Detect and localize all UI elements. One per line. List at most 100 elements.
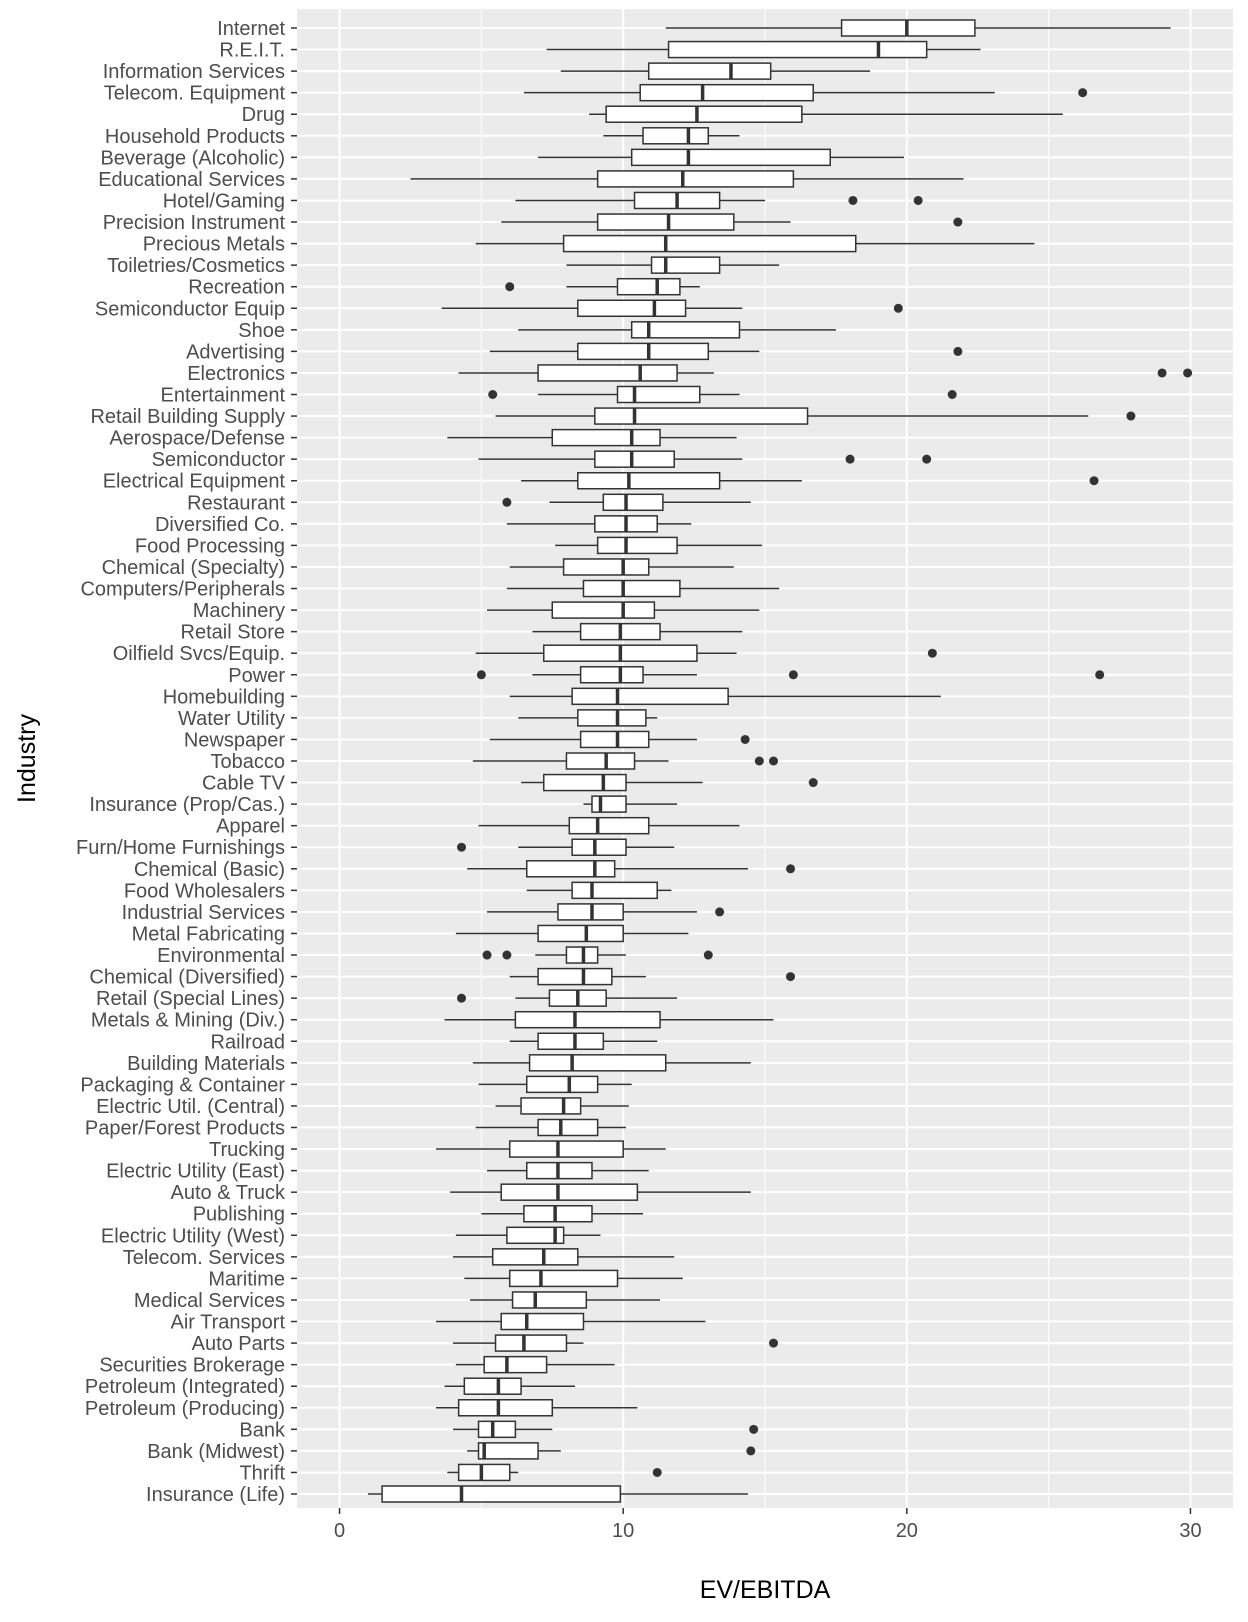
outlier-point xyxy=(457,993,467,1003)
box-45 xyxy=(457,989,678,1007)
box-iqr xyxy=(577,471,721,490)
box-iqr xyxy=(639,83,814,102)
box-iqr xyxy=(551,601,656,619)
box-iqr xyxy=(491,1248,579,1266)
box-iqr xyxy=(543,773,627,792)
y-tick-label: Petroleum (Integrated) xyxy=(85,1376,285,1398)
y-tick-label: Newspaper xyxy=(184,729,286,751)
outlier-point xyxy=(652,1467,662,1477)
y-tick-label: Semiconductor Equip xyxy=(95,298,285,320)
box-iqr xyxy=(537,1032,605,1051)
box-iqr xyxy=(562,234,857,253)
box-iqr xyxy=(596,213,735,231)
y-tick-label: Securities Brokerage xyxy=(99,1355,285,1377)
outlier-point xyxy=(769,1338,779,1348)
y-tick-label: Insurance (Life) xyxy=(146,1484,285,1506)
box-iqr xyxy=(508,1269,619,1288)
box-43 xyxy=(482,946,713,964)
y-tick-label: Packaging & Container xyxy=(80,1074,285,1096)
box-30 xyxy=(476,666,1105,684)
y-tick-label: Chemical (Diversified) xyxy=(89,967,285,989)
y-tick-label: Machinery xyxy=(193,600,285,622)
box-36 xyxy=(583,795,678,813)
box-2 xyxy=(560,62,870,80)
y-tick-label: Metal Fabricating xyxy=(132,923,285,945)
box-40 xyxy=(526,881,672,900)
y-tick-label: Electronics xyxy=(187,363,285,385)
box-iqr xyxy=(579,666,644,684)
outlier-point xyxy=(1095,670,1105,680)
box-11 xyxy=(566,256,780,274)
y-tick-label: Auto Parts xyxy=(192,1333,285,1355)
y-tick-label: Toiletries/Cosmetics xyxy=(107,255,285,277)
box-15 xyxy=(489,342,963,361)
box-65 xyxy=(453,1420,759,1439)
outlier-point xyxy=(848,195,858,205)
box-61 xyxy=(453,1334,779,1352)
box-0 xyxy=(665,19,1171,37)
y-tick-label: Restaurant xyxy=(187,492,285,514)
box-42 xyxy=(455,924,689,943)
box-iqr xyxy=(562,558,650,576)
outlier-point xyxy=(1078,88,1088,98)
box-iqr xyxy=(579,730,650,749)
x-tick-label: 30 xyxy=(1179,1520,1201,1542)
y-tick-label: Petroleum (Producing) xyxy=(85,1398,285,1420)
box-iqr xyxy=(616,277,681,296)
y-tick-label: Diversified Co. xyxy=(155,514,285,536)
box-57 xyxy=(453,1248,675,1266)
box-iqr xyxy=(523,1204,593,1223)
y-tick-label: Industrial Services xyxy=(122,902,285,924)
y-tick-label: Computers/Peripherals xyxy=(80,579,285,601)
y-tick-label: Trucking xyxy=(209,1139,285,1161)
outlier-point xyxy=(845,454,855,464)
box-26 xyxy=(506,579,780,598)
box-63 xyxy=(444,1377,575,1395)
y-tick-label: Furn/Home Furnishings xyxy=(76,837,285,859)
box-50 xyxy=(495,1097,629,1115)
box-35 xyxy=(521,773,818,792)
box-iqr xyxy=(528,1054,667,1072)
box-iqr xyxy=(537,967,613,986)
box-8 xyxy=(515,191,923,210)
box-iqr xyxy=(630,148,831,167)
box-iqr xyxy=(568,816,650,835)
box-41 xyxy=(487,903,725,921)
outlier-point xyxy=(1183,368,1193,378)
y-tick-label: Paper/Forest Products xyxy=(85,1118,285,1140)
outlier-point xyxy=(953,346,963,356)
y-tick-label: Food Processing xyxy=(135,535,285,557)
outlier-point xyxy=(703,950,713,960)
box-55 xyxy=(481,1204,644,1223)
box-iqr xyxy=(457,1399,554,1417)
box-iqr xyxy=(551,428,661,447)
y-tick-label: Apparel xyxy=(216,816,285,838)
box-iqr xyxy=(511,1291,588,1309)
outlier-point xyxy=(476,670,486,680)
y-tick-label: Drug xyxy=(242,104,285,126)
outlier-point xyxy=(505,282,515,292)
y-tick-label: Maritime xyxy=(208,1268,285,1290)
box-iqr xyxy=(571,838,627,856)
outlier-point xyxy=(922,454,932,464)
box-59 xyxy=(470,1291,661,1309)
y-tick-label: Building Materials xyxy=(127,1053,285,1075)
outlier-point xyxy=(769,756,779,766)
outlier-point xyxy=(488,390,498,399)
outlier-point xyxy=(502,497,512,507)
y-tick-label: Railroad xyxy=(211,1031,285,1053)
box-38 xyxy=(457,838,675,856)
box-iqr xyxy=(463,1377,522,1395)
box-iqr xyxy=(594,407,809,425)
box-68 xyxy=(367,1485,748,1503)
box-32 xyxy=(518,709,658,727)
outlier-point xyxy=(788,670,798,680)
y-tick-label: Food Wholesalers xyxy=(124,880,285,902)
y-tick-label: Bank (Midwest) xyxy=(147,1441,285,1463)
box-52 xyxy=(435,1140,666,1158)
box-iqr xyxy=(571,687,729,706)
y-tick-label: Oilfield Svcs/Equip. xyxy=(113,643,285,665)
box-iqr xyxy=(457,1463,511,1482)
